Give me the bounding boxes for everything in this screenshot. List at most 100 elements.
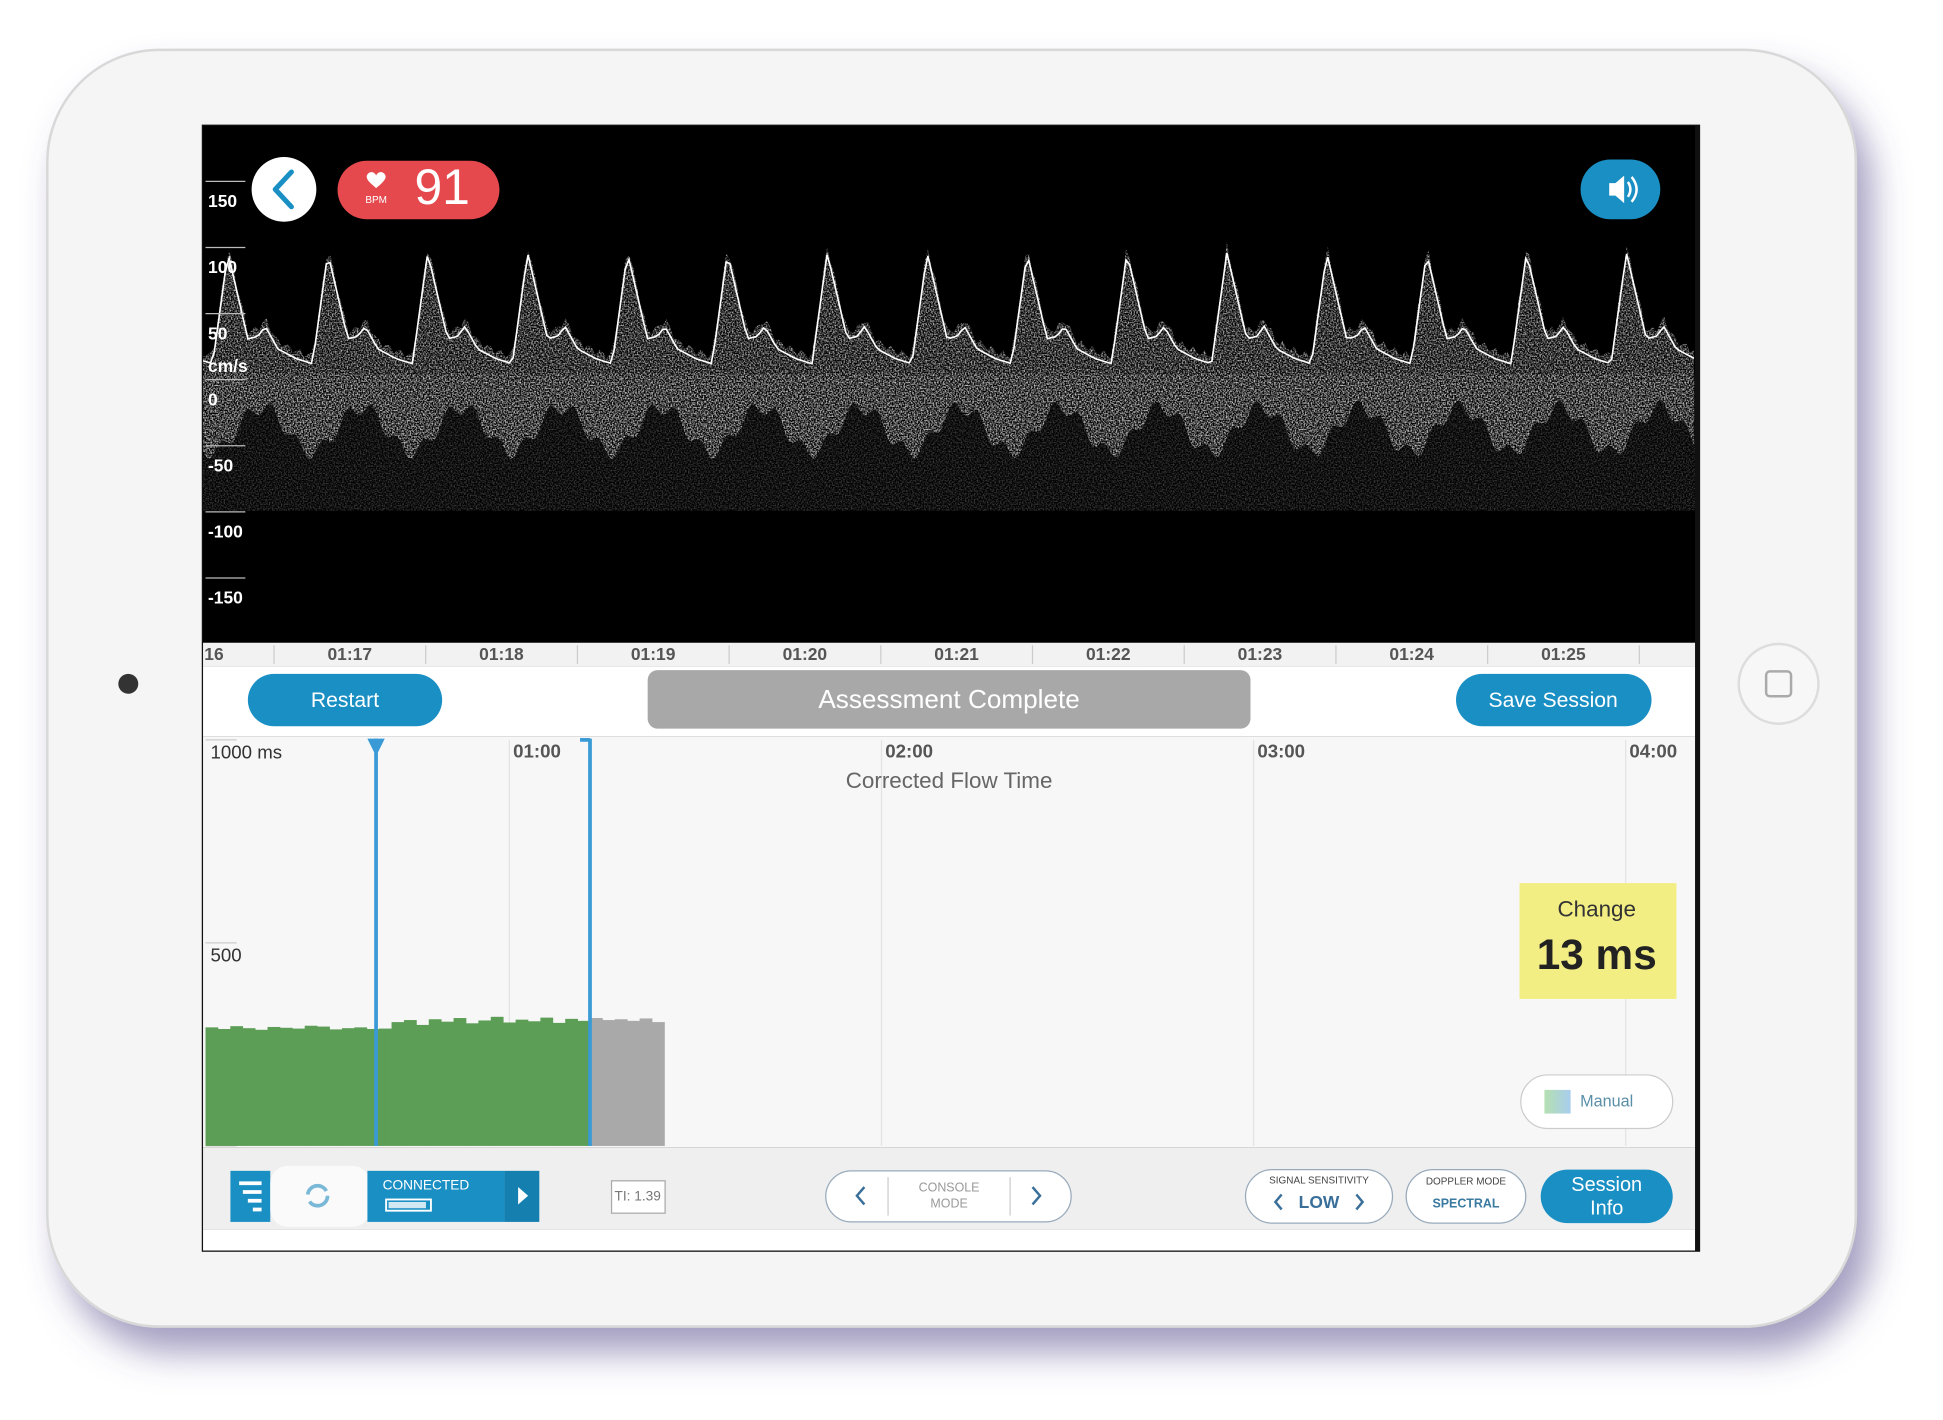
y-tick-label: 1000 ms xyxy=(210,742,282,763)
ti-value: TI: 1.39 xyxy=(614,1189,660,1204)
bar xyxy=(652,1022,665,1146)
bar xyxy=(255,1029,268,1146)
home-icon xyxy=(1764,670,1793,698)
bpm-value: 91 xyxy=(414,159,469,215)
time-label: 01:20 xyxy=(783,644,828,664)
bar xyxy=(540,1017,554,1146)
bar xyxy=(614,1019,628,1146)
speaker-icon xyxy=(1609,175,1625,204)
expand-icon xyxy=(518,1187,529,1205)
doppler-mode-control[interactable] xyxy=(1405,1168,1527,1224)
time-label: 01:18 xyxy=(479,644,524,664)
time-label: 01:25 xyxy=(1541,644,1586,664)
bar xyxy=(428,1019,442,1146)
bar xyxy=(292,1028,306,1146)
bar xyxy=(639,1018,653,1146)
battery-level xyxy=(388,1201,426,1209)
back-icon xyxy=(272,169,294,210)
bar xyxy=(552,1022,566,1146)
bar xyxy=(354,1027,368,1146)
time-strip xyxy=(203,642,1696,667)
connection-status xyxy=(367,1170,505,1222)
console-mode-label: MODE xyxy=(930,1197,967,1211)
home-button[interactable] xyxy=(1737,642,1820,725)
bar xyxy=(379,1028,392,1146)
camera xyxy=(118,673,139,694)
bar xyxy=(465,1023,479,1146)
time-label: 16 xyxy=(204,644,224,664)
sensitivity-label: SIGNAL SENSITIVITY xyxy=(1269,1175,1369,1186)
bar xyxy=(503,1022,516,1146)
bar xyxy=(230,1026,244,1146)
marker-handle xyxy=(367,738,385,757)
session-info-label: Info xyxy=(1590,1198,1623,1220)
restart-label: Restart xyxy=(311,689,379,712)
sensitivity-value: LOW xyxy=(1299,1192,1340,1212)
x-tick-label: 01:00 xyxy=(513,740,561,761)
chart-title: Corrected Flow Time xyxy=(846,768,1053,793)
time-label: 01:19 xyxy=(631,644,676,664)
console-mode-label: CONSOLE xyxy=(919,1181,980,1195)
restart-button[interactable] xyxy=(247,673,443,727)
time-label: 01:17 xyxy=(327,644,372,664)
doppler-mode-label: DOPPLER MODE xyxy=(1426,1177,1507,1188)
manual-icon xyxy=(1544,1089,1571,1114)
velocity-tick-label: 0 xyxy=(208,389,218,409)
velocity-tick-label: 150 xyxy=(208,191,237,211)
y-tick-label: 500 xyxy=(210,945,241,966)
bar xyxy=(590,1018,603,1146)
velocity-envelope xyxy=(203,252,1695,365)
bar xyxy=(627,1020,640,1146)
bar xyxy=(527,1021,541,1146)
ti-box xyxy=(610,1180,666,1214)
bar xyxy=(242,1028,256,1146)
time-label: 01:22 xyxy=(1086,644,1131,664)
bar xyxy=(205,1027,219,1146)
doppler-layer: 150 100 50 0 -50 -100 -150 xyxy=(203,180,1696,608)
console-dividers xyxy=(887,1177,1011,1216)
bar xyxy=(490,1016,504,1146)
heart-icon xyxy=(366,172,386,189)
save-button[interactable] xyxy=(1456,673,1652,727)
bar xyxy=(317,1026,330,1146)
sensitivity-arrows[interactable] xyxy=(1273,1193,1365,1211)
toolbar-footer xyxy=(203,1229,1696,1251)
bar xyxy=(267,1026,281,1146)
session-info-button[interactable] xyxy=(1540,1169,1673,1224)
console-arrows[interactable] xyxy=(855,1186,1042,1206)
x-tick-label: 02:00 xyxy=(885,740,933,761)
manual-label: Manual xyxy=(1580,1093,1633,1111)
sync-icon xyxy=(305,1183,330,1208)
bar xyxy=(217,1028,231,1146)
x-tick-label: 03:00 xyxy=(1257,740,1305,761)
velocity-tick-label: 50 xyxy=(208,323,227,343)
change-value: 13 ms xyxy=(1537,931,1657,978)
menu-button[interactable] xyxy=(230,1170,271,1222)
time-label: 01:24 xyxy=(1389,644,1434,664)
session-info-label: Session xyxy=(1571,1174,1642,1196)
back-button[interactable] xyxy=(251,156,317,222)
bar xyxy=(577,1020,591,1146)
status-text: Assessment Complete xyxy=(818,684,1080,714)
bar xyxy=(279,1027,293,1146)
bar xyxy=(478,1020,492,1146)
velocity-unit: cm/s xyxy=(208,356,248,376)
velocity-tick-label: 100 xyxy=(208,257,237,277)
velocity-tick-label: -100 xyxy=(208,522,243,542)
velocity-tick-label: -50 xyxy=(208,456,233,476)
velocity-tick-label: -150 xyxy=(208,588,243,608)
bar xyxy=(453,1018,467,1146)
menu-icon xyxy=(239,1181,262,1212)
sync-area xyxy=(270,1165,370,1227)
save-label: Save Session xyxy=(1488,689,1617,712)
bar xyxy=(341,1028,355,1146)
status-banner xyxy=(647,670,1251,729)
sensitivity-control xyxy=(1244,1168,1394,1224)
bar xyxy=(403,1020,417,1146)
doppler-mode-value: SPECTRAL xyxy=(1432,1197,1499,1211)
manual-button[interactable] xyxy=(1520,1074,1674,1130)
